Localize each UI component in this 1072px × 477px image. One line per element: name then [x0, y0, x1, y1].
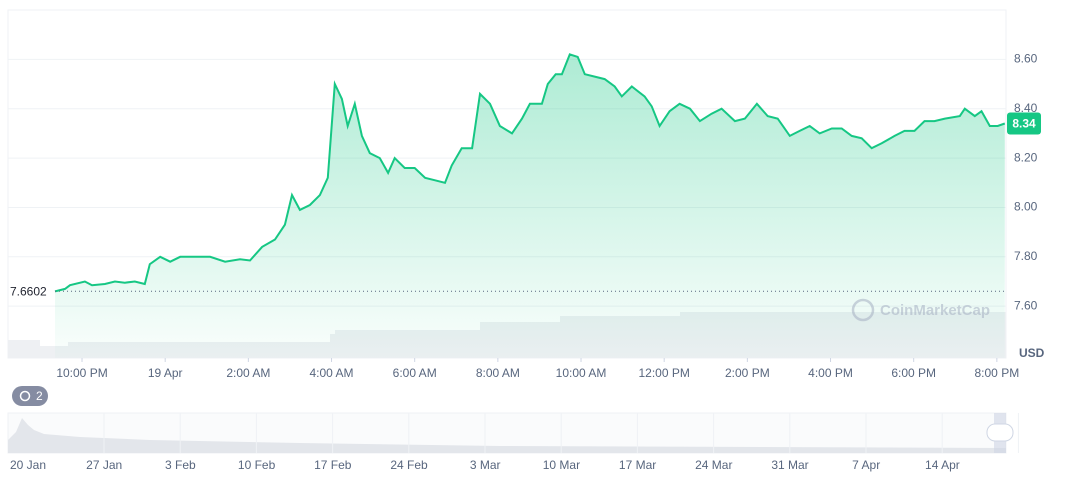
x-tick-label: 6:00 AM — [393, 366, 437, 380]
navigator-date: 17 Mar — [619, 458, 656, 472]
navigator-date: 3 Feb — [165, 458, 196, 472]
y-tick-label: 7.80 — [1014, 249, 1038, 263]
navigator-date: 31 Mar — [771, 458, 808, 472]
x-tick-label: 6:00 PM — [891, 366, 936, 380]
navigator-date: 10 Mar — [543, 458, 580, 472]
current-price-label: 8.34 — [1012, 117, 1036, 131]
navigator-date: 17 Feb — [314, 458, 352, 472]
y-tick-label: 8.60 — [1014, 52, 1038, 66]
price-line — [54, 53, 1006, 293]
current-price-badge — [1007, 112, 1041, 135]
x-tick-label: 4:00 PM — [808, 366, 853, 380]
watermark: CoinMarketCap — [851, 298, 990, 322]
navigator-date: 3 Mar — [470, 458, 501, 472]
y-axis-unit: USD — [1019, 346, 1045, 360]
navigator-handle[interactable] — [986, 423, 1014, 442]
navigator-date: 14 Apr — [925, 458, 960, 472]
x-tick-label: 12:00 PM — [638, 366, 689, 380]
history-icon — [19, 390, 31, 402]
x-tick-label: 10:00 AM — [556, 366, 607, 380]
navigator-area — [8, 418, 1006, 453]
y-tick-label: 7.60 — [1014, 298, 1038, 312]
x-tick-label: 2:00 AM — [226, 366, 270, 380]
navigator-date: 24 Mar — [695, 458, 732, 472]
x-tick-label: 8:00 AM — [476, 366, 520, 380]
x-tick-label: 8:00 PM — [975, 366, 1020, 380]
x-tick-label: 4:00 AM — [310, 366, 354, 380]
navigator-date: 20 Jan — [10, 458, 46, 472]
watermark-text: CoinMarketCap — [880, 302, 990, 319]
navigator-date: 27 Jan — [86, 458, 122, 472]
reference-label: 7.6602 — [10, 284, 47, 298]
x-tick-label: 2:00 PM — [725, 366, 770, 380]
watermark-logo — [851, 298, 875, 322]
y-tick-label: 8.00 — [1014, 200, 1038, 214]
x-tick-label: 19 Apr — [148, 366, 183, 380]
navigator-date: 7 Apr — [852, 458, 880, 472]
price-area — [54, 54, 1005, 359]
history-count: 2 — [36, 389, 43, 403]
navigator-date: 24 Feb — [390, 458, 428, 472]
y-tick-label: 8.40 — [1014, 101, 1038, 115]
y-tick-label: 8.20 — [1014, 150, 1038, 164]
x-tick-label: 10:00 PM — [56, 366, 107, 380]
navigator-date: 10 Feb — [238, 458, 276, 472]
